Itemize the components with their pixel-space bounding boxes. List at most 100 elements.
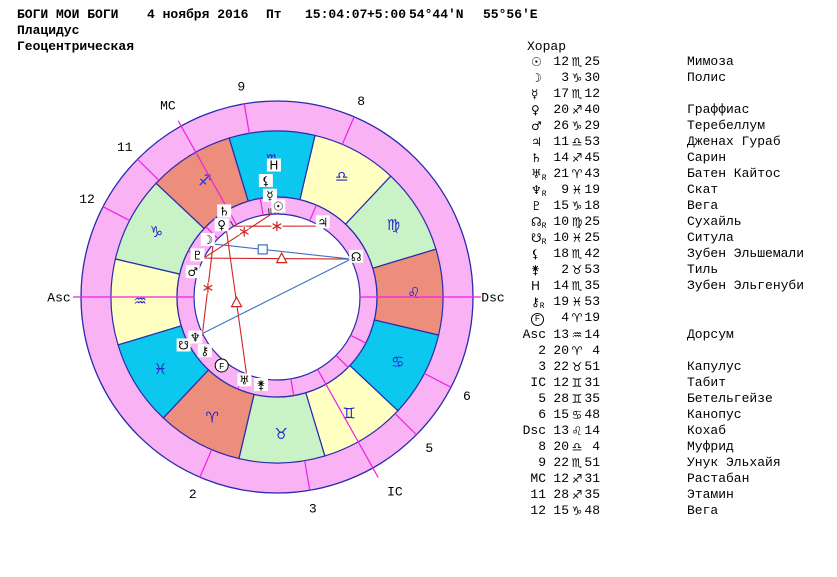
house-label: 6 [512, 407, 546, 423]
fixed-star-name: Дорсум [687, 327, 734, 343]
position-minutes: 19 [584, 310, 600, 326]
position-minutes: 29 [584, 118, 600, 134]
position-minutes: 4 [584, 439, 600, 455]
fixed-star-name: Дженах Гураб [687, 134, 781, 150]
fixed-star-name: Табит [687, 375, 726, 391]
fixed-star-name: Капулус [687, 359, 742, 375]
house-label: 5 [512, 391, 546, 407]
position-degrees: 14 [546, 150, 569, 166]
zodiac-sign-icon: ♈ [570, 166, 584, 182]
position-degrees: 20 [546, 102, 569, 118]
house-label: MC [512, 471, 546, 487]
zodiac-sign-icon: ♊ [570, 375, 584, 391]
fixed-star-name: Зубен Эльгенуби [687, 278, 804, 294]
position-degrees: 28 [546, 391, 569, 407]
zodiac-sign-icon: ♏ [570, 86, 584, 102]
fixed-star-name: Вега [687, 198, 718, 214]
zodiac-sign-icon: ♊ [570, 391, 584, 407]
zodiac-sign-icon: ♐ [570, 102, 584, 118]
position-minutes: 43 [584, 166, 600, 182]
position-minutes: 42 [584, 246, 600, 262]
zodiac-sign-icon: ♐ [570, 487, 584, 503]
position-minutes: 31 [584, 375, 600, 391]
position-degrees: 13 [546, 423, 569, 439]
fixed-star-name: Муфрид [687, 439, 734, 455]
zodiac-sign-icon: ♏ [570, 246, 584, 262]
zodiac-sign-icon: ♌ [570, 423, 584, 439]
zodiac-sign-icon: ♓ [570, 182, 584, 198]
position-degrees: 20 [546, 439, 569, 455]
position-degrees: 12 [546, 471, 569, 487]
fixed-star-name: Батен Кайтос [687, 166, 781, 182]
zodiac-sign-icon: ♓ [570, 230, 584, 246]
position-degrees: 12 [546, 375, 569, 391]
zodiac-sign-icon: ♐ [570, 150, 584, 166]
position-minutes: 25 [584, 214, 600, 230]
zodiac-sign-icon: ♓ [570, 294, 584, 310]
position-degrees: 11 [546, 134, 569, 150]
position-minutes: 35 [584, 391, 600, 407]
fixed-star-name: Зубен Эльшемали [687, 246, 804, 262]
fixed-star-name: Полис [687, 70, 726, 86]
zodiac-sign-icon: ♍ [570, 214, 584, 230]
zodiac-sign-icon: ♎ [570, 439, 584, 455]
house-label: 3 [512, 359, 546, 375]
zodiac-sign-icon: ♑ [570, 503, 584, 519]
position-degrees: 14 [546, 278, 569, 294]
fixed-star-name: Граффиас [687, 102, 749, 118]
fixed-star-name: Скат [687, 182, 718, 198]
fixed-star-name: Вега [687, 503, 718, 519]
position-minutes: 35 [584, 278, 600, 294]
position-minutes: 48 [584, 503, 600, 519]
fixed-star-name: Канопус [687, 407, 742, 423]
position-degrees: 13 [546, 327, 569, 343]
fixed-star-name: Ситула [687, 230, 734, 246]
fixed-star-name: Сухайль [687, 214, 742, 230]
position-degrees: 22 [546, 455, 569, 471]
zodiac-sign-icon: ♈ [570, 343, 584, 359]
house-label: Asc [512, 327, 546, 343]
fixed-star-name: Этамин [687, 487, 734, 503]
position-degrees: 28 [546, 487, 569, 503]
zodiac-sign-icon: ♏ [570, 278, 584, 294]
position-minutes: 40 [584, 102, 600, 118]
zodiac-sign-icon: ♒ [570, 327, 584, 343]
position-degrees: 12 [546, 54, 569, 70]
fixed-star-name: Сарин [687, 150, 726, 166]
fixed-star-name: Бетельгейзе [687, 391, 773, 407]
position-minutes: 14 [584, 423, 600, 439]
position-degrees: 9 [546, 182, 569, 198]
fixed-star-name: Мимоза [687, 54, 734, 70]
position-minutes: 25 [584, 230, 600, 246]
fixed-star-name: Растабан [687, 471, 749, 487]
position-degrees: 3 [546, 70, 569, 86]
zodiac-sign-icon: ♑ [570, 118, 584, 134]
house-label: IC [512, 375, 546, 391]
fixed-star-name: Тиль [687, 262, 718, 278]
fixed-star-name: Теребеллум [687, 118, 765, 134]
position-degrees: 22 [546, 359, 569, 375]
zodiac-sign-icon: ♑ [570, 198, 584, 214]
position-degrees: 10 [546, 230, 569, 246]
house-label: 11 [512, 487, 546, 503]
planet-row-mercury: ☿17♏12 [0, 86, 837, 102]
position-degrees: 15 [546, 198, 569, 214]
house-label: 2 [512, 343, 546, 359]
